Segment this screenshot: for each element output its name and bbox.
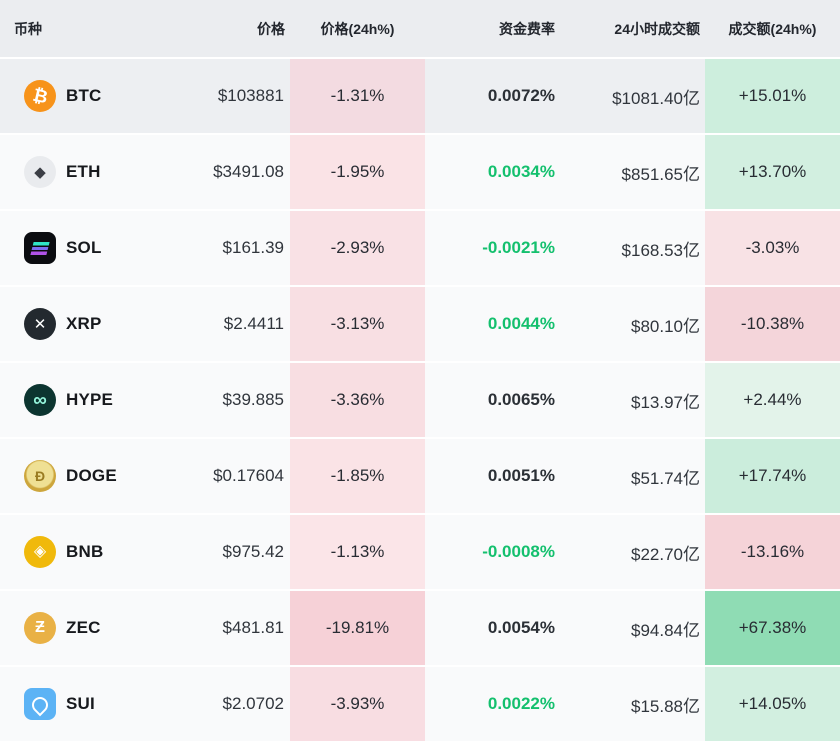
coin-symbol: BNB [66, 542, 104, 561]
volume-cell: $15.88亿 [631, 696, 700, 716]
volume-cell: $51.74亿 [631, 468, 700, 488]
price-cell: $39.885 [222, 390, 284, 409]
coin-cell: SOL [0, 211, 195, 285]
sol-icon [24, 232, 56, 264]
volume-change-cell: +15.01% [705, 59, 840, 133]
price-change-cell: -2.93% [290, 211, 425, 285]
volume-cell: $22.70亿 [631, 544, 700, 564]
volume-cell: $1081.40亿 [612, 88, 700, 108]
price-change-cell: -19.81% [290, 591, 425, 665]
price-cell: $2.0702 [222, 694, 284, 713]
coin-symbol: DOGE [66, 466, 117, 485]
volume-cell: $851.65亿 [621, 164, 700, 184]
bnb-icon: ◈ [24, 536, 56, 568]
table-row[interactable]: ∞ HYPE $39.885 -3.36% 0.0065% $13.97亿 +2… [0, 363, 840, 437]
table-row[interactable]: SOL $161.39 -2.93% -0.0021% $168.53亿 -3.… [0, 211, 840, 285]
col-header-coin[interactable]: 币种 [14, 20, 42, 37]
table-row[interactable]: ◈ BNB $975.42 -1.13% -0.0008% $22.70亿 -1… [0, 515, 840, 589]
volume-cell: $80.10亿 [631, 316, 700, 336]
hype-icon: ∞ [24, 384, 56, 416]
coin-symbol: XRP [66, 314, 102, 333]
price-cell: $481.81 [222, 618, 284, 637]
price-cell: $0.17604 [213, 466, 284, 485]
coin-symbol: SUI [66, 694, 95, 713]
coin-cell: ₿ BTC [0, 59, 195, 133]
coin-symbol: ETH [66, 162, 101, 181]
price-change-cell: -1.95% [290, 135, 425, 209]
coin-cell: SUI [0, 667, 195, 741]
volume-cell: $168.53亿 [621, 240, 700, 260]
volume-change-cell: +17.74% [705, 439, 840, 513]
zec-icon: Ƶ [24, 612, 56, 644]
table-row[interactable]: Ƶ ZEC $481.81 -19.81% 0.0054% $94.84亿 +6… [0, 591, 840, 665]
price-change-cell: -3.13% [290, 287, 425, 361]
coin-cell: Ð DOGE [0, 439, 195, 513]
table-row[interactable]: Ð DOGE $0.17604 -1.85% 0.0051% $51.74亿 +… [0, 439, 840, 513]
volume-change-cell: -3.03% [705, 211, 840, 285]
coin-cell: Ƶ ZEC [0, 591, 195, 665]
coin-symbol: SOL [66, 238, 102, 257]
volume-change-cell: +13.70% [705, 135, 840, 209]
coin-symbol: ZEC [66, 618, 101, 637]
funding-rate-cell: 0.0054% [487, 618, 555, 637]
col-header-funding-rate[interactable]: 资金费率 [499, 20, 555, 37]
doge-icon: Ð [24, 460, 56, 492]
volume-change-cell: -13.16% [705, 515, 840, 589]
price-cell: $975.42 [222, 542, 284, 561]
col-header-price[interactable]: 价格 [257, 20, 285, 37]
funding-rate-cell: 0.0072% [487, 86, 555, 105]
table-row[interactable]: ◆ ETH $3491.08 -1.95% 0.0034% $851.65亿 +… [0, 135, 840, 209]
funding-rate-cell: 0.0034% [487, 162, 555, 181]
price-cell: $2.4411 [223, 314, 284, 333]
price-change-cell: -1.85% [290, 439, 425, 513]
funding-rate-cell: 0.0051% [487, 466, 555, 485]
btc-icon: ₿ [24, 80, 56, 112]
volume-change-cell: -10.38% [705, 287, 840, 361]
funding-rate-cell: 0.0044% [487, 314, 555, 333]
col-header-volume-change[interactable]: 成交额(24h%) [728, 20, 817, 37]
coin-symbol: BTC [66, 86, 102, 105]
table-row[interactable]: SUI $2.0702 -3.93% 0.0022% $15.88亿 +14.0… [0, 667, 840, 741]
price-cell: $3491.08 [213, 162, 284, 181]
volume-change-cell: +14.05% [705, 667, 840, 741]
coin-cell: ✕ XRP [0, 287, 195, 361]
price-cell: $161.39 [222, 238, 284, 257]
volume-cell: $13.97亿 [631, 392, 700, 412]
table-body: ₿ BTC $103881 -1.31% 0.0072% $1081.40亿 +… [0, 59, 840, 741]
coin-cell: ◈ BNB [0, 515, 195, 589]
funding-rate-cell: 0.0022% [487, 694, 555, 713]
funding-rate-cell: -0.0008% [482, 542, 555, 561]
price-change-cell: -1.31% [290, 59, 425, 133]
table-row[interactable]: ✕ XRP $2.4411 -3.13% 0.0044% $80.10亿 -10… [0, 287, 840, 361]
sui-icon [24, 688, 56, 720]
price-change-cell: -3.93% [290, 667, 425, 741]
coin-symbol: HYPE [66, 390, 114, 409]
eth-icon: ◆ [24, 156, 56, 188]
price-change-cell: -1.13% [290, 515, 425, 589]
funding-rate-cell: 0.0065% [487, 390, 555, 409]
col-header-volume-24h[interactable]: 24小时成交额 [614, 20, 700, 37]
price-cell: $103881 [217, 86, 284, 105]
volume-cell: $94.84亿 [631, 620, 700, 640]
coin-cell: ◆ ETH [0, 135, 195, 209]
col-header-price-change[interactable]: 价格(24h%) [320, 20, 395, 37]
table-row[interactable]: ₿ BTC $103881 -1.31% 0.0072% $1081.40亿 +… [0, 59, 840, 133]
coin-cell: ∞ HYPE [0, 363, 195, 437]
funding-rate-cell: -0.0021% [482, 238, 555, 257]
xrp-icon: ✕ [24, 308, 56, 340]
volume-change-cell: +67.38% [705, 591, 840, 665]
price-change-cell: -3.36% [290, 363, 425, 437]
table-header: 币种 价格 价格(24h%) 资金费率 24小时成交额 成交额(24h%) [0, 0, 840, 57]
volume-change-cell: +2.44% [705, 363, 840, 437]
